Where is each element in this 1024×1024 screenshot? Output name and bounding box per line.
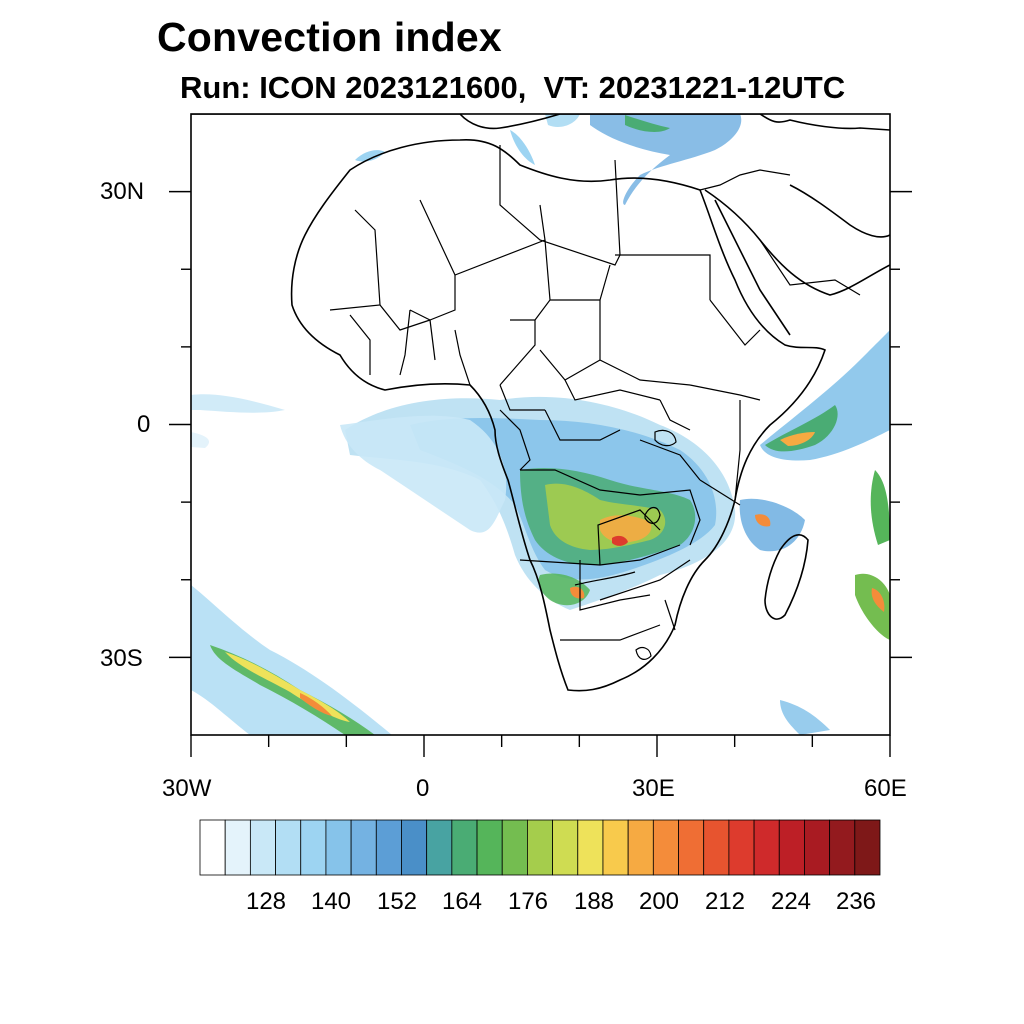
convection-region-hot-spot (612, 535, 628, 546)
colorbar-swatch (753, 819, 780, 876)
country-borders (329, 145, 861, 641)
colorbar-swatch (552, 819, 579, 876)
colorbar-label: 224 (770, 888, 812, 915)
convection-region-madagascar-hot (755, 514, 771, 527)
europe-coastline (191, 114, 890, 131)
colorbar-swatch (527, 819, 553, 876)
convection-region-med-green (625, 115, 670, 132)
colorbar-swatch (224, 819, 251, 876)
lon-label-60e: 60E (864, 775, 907, 802)
gulf-coast (789, 184, 890, 238)
convection-region-south-atlantic (191, 585, 392, 735)
colorbar-swatch (728, 819, 755, 876)
colorbar-swatch (854, 819, 881, 876)
red-sea-coast (714, 199, 791, 336)
convection-region-congo-hot (600, 515, 652, 543)
colorbar-swatch (829, 819, 856, 876)
madagascar-coastline (764, 534, 809, 620)
colorbar-label: 140 (310, 888, 352, 915)
colorbar-label: 236 (835, 888, 877, 915)
colorbar-label: 164 (441, 888, 483, 915)
colorbar-swatch (300, 819, 327, 876)
africa-coastline (290, 139, 826, 692)
convection-region-madagascar (739, 498, 805, 552)
colorbar-swatch (426, 819, 453, 876)
colorbar-label: 128 (245, 888, 287, 915)
colorbar-swatch (350, 819, 377, 876)
lat-label-30s: 30S (100, 645, 143, 672)
colorbar-swatch (325, 819, 352, 876)
colorbar-label: 188 (573, 888, 615, 915)
convection-region-atlantic (340, 415, 507, 533)
lakes (635, 429, 677, 660)
convection-region-reunion (855, 573, 890, 640)
colorbar-swatch (401, 819, 428, 876)
lat-label-30n: 30N (100, 178, 145, 205)
colorbar-swatch (652, 819, 679, 876)
convection-region-south-atlantic-red (300, 693, 332, 716)
convection-region-med-west2 (545, 114, 580, 127)
colorbar-label: 212 (704, 888, 746, 915)
colorbar-swatch (627, 819, 654, 876)
colorbar-swatch (249, 819, 276, 876)
colorbar-swatch (275, 819, 302, 876)
colorbar-label: 200 (638, 888, 680, 915)
map-title: Convection index (157, 14, 502, 60)
convection-region-indian-ocean (760, 330, 890, 461)
run-subtitle: Run: ICON 2023121600, VT: 20231221-12UTC (180, 70, 846, 105)
colorbar-label: 152 (376, 888, 418, 915)
convection-region-mediterranean (590, 114, 742, 205)
coastlines (191, 114, 890, 692)
lon-label-30w: 30W (162, 775, 212, 802)
convection-region-west-atlantic (191, 394, 285, 413)
colorbar-swatch (778, 819, 805, 876)
convection-field (191, 114, 890, 735)
colorbar-swatch (501, 819, 528, 876)
colorbar-swatch (451, 819, 478, 876)
convection-region-iberia (355, 150, 385, 162)
colorbar-swatch (602, 819, 629, 876)
colorbar-swatch (577, 819, 604, 876)
convection-region-indian-hot (780, 432, 815, 446)
axis-ticks (169, 190, 912, 757)
convection-region-east-indian (870, 470, 890, 545)
colorbar-swatch (678, 819, 705, 876)
colorbar-swatch (804, 819, 831, 876)
lat-label-0: 0 (137, 411, 151, 438)
arabia-coastline (704, 189, 890, 296)
convection-region-med-west (510, 130, 535, 165)
lon-label-0: 0 (416, 775, 430, 802)
colorbar (199, 819, 881, 876)
lon-label-30e: 30E (632, 775, 675, 802)
colorbar-swatch (703, 819, 730, 876)
colorbar-swatch (199, 819, 226, 876)
convection-region-west-atlantic-2 (191, 432, 210, 448)
convection-region-reunion-hot (871, 588, 885, 612)
colorbar-swatch (476, 819, 503, 876)
convection-region-angola-hot (570, 586, 585, 599)
colorbar-swatch (375, 819, 402, 876)
colorbar-label: 176 (507, 888, 549, 915)
convection-region-south-indian (780, 700, 830, 735)
